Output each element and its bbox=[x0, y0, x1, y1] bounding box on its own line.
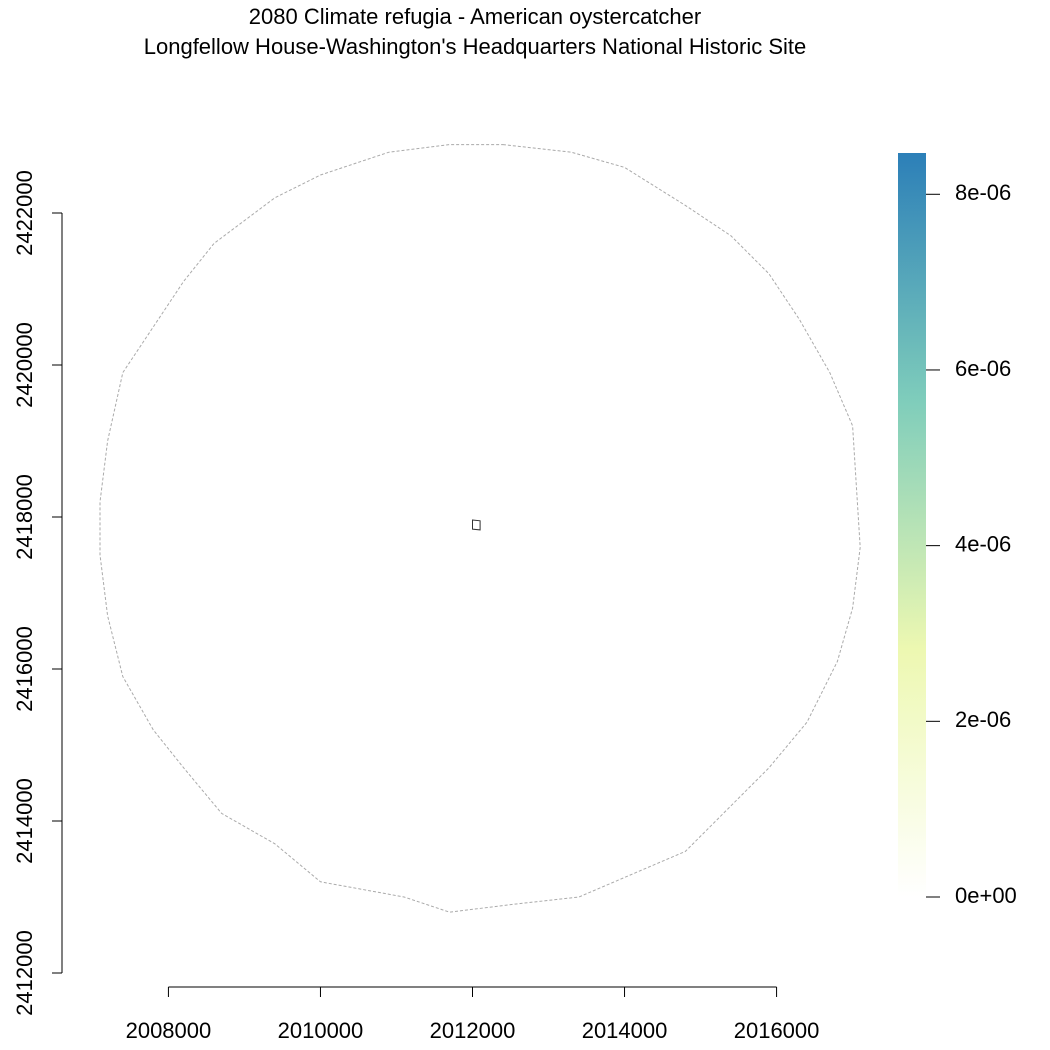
y-tick-label: 2418000 bbox=[12, 474, 37, 560]
colorbar-tick-label: 6e-06 bbox=[955, 356, 1011, 381]
x-tick-label: 2012000 bbox=[430, 1018, 516, 1043]
x-tick-label: 2008000 bbox=[126, 1018, 212, 1043]
y-tick-label: 2412000 bbox=[12, 930, 37, 1016]
x-tick-label: 2010000 bbox=[278, 1018, 364, 1043]
chart-subtitle: Longfellow House-Washington's Headquarte… bbox=[144, 34, 807, 59]
colorbar-tick-label: 4e-06 bbox=[955, 531, 1011, 556]
colorbar bbox=[898, 153, 926, 897]
y-tick-label: 2422000 bbox=[12, 170, 37, 256]
park-buffer bbox=[99, 144, 861, 913]
colorbar-tick-label: 2e-06 bbox=[955, 707, 1011, 732]
y-tick-label: 2416000 bbox=[12, 626, 37, 712]
chart-title: 2080 Climate refugia - American oysterca… bbox=[249, 4, 701, 29]
x-tick-label: 2016000 bbox=[734, 1018, 820, 1043]
y-tick-label: 2414000 bbox=[12, 778, 37, 864]
park-boundary bbox=[472, 519, 481, 531]
x-tick-label: 2014000 bbox=[582, 1018, 668, 1043]
colorbar-tick-label: 8e-06 bbox=[955, 180, 1011, 205]
colorbar-tick-label: 0e+00 bbox=[955, 883, 1017, 908]
y-tick-label: 2420000 bbox=[12, 322, 37, 408]
